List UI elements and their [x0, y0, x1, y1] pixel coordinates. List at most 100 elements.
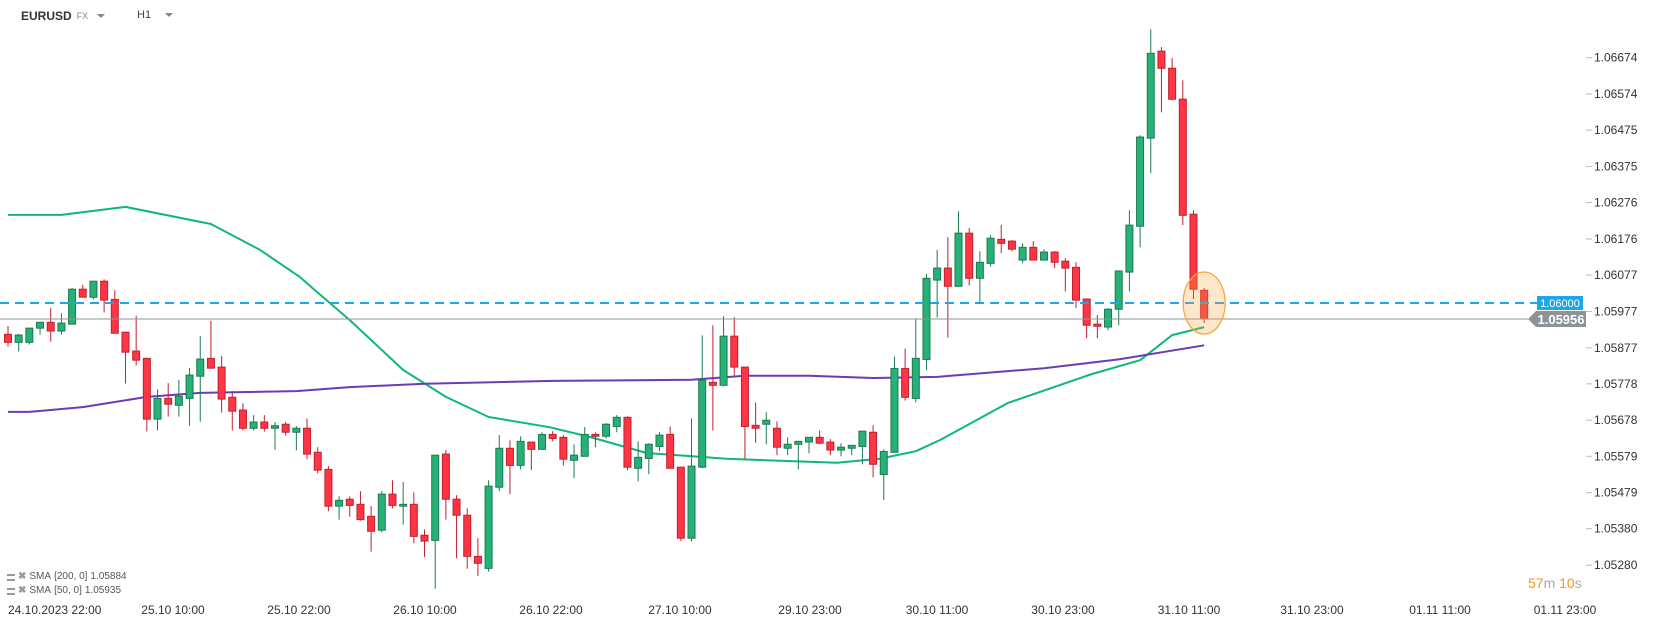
candle-bearish[interactable] — [463, 508, 472, 569]
candle-bearish[interactable] — [238, 403, 247, 431]
candle-bearish[interactable] — [1157, 47, 1166, 113]
candle-bullish[interactable] — [271, 422, 279, 450]
candle-bullish[interactable] — [1114, 270, 1123, 326]
symbol-selector[interactable]: EURUSD FX — [21, 9, 106, 23]
settings-icon[interactable] — [7, 573, 15, 581]
candle-bearish[interactable] — [1061, 258, 1070, 292]
candle-bullish[interactable] — [1039, 249, 1048, 261]
candle-bullish[interactable] — [185, 367, 194, 426]
candle-bullish[interactable] — [644, 443, 653, 475]
candle-bullish[interactable] — [879, 449, 888, 500]
candle-bearish[interactable] — [527, 441, 536, 471]
candle-bearish[interactable] — [345, 496, 354, 517]
candle-bullish[interactable] — [1125, 210, 1134, 292]
candle-bearish[interactable] — [303, 418, 312, 460]
candle-bullish[interactable] — [847, 444, 856, 456]
candle-bullish[interactable] — [762, 412, 771, 445]
candle-bullish[interactable] — [858, 430, 867, 465]
candle-bullish[interactable] — [922, 273, 931, 371]
candle-bullish[interactable] — [484, 480, 493, 572]
candle-bullish[interactable] — [399, 482, 408, 525]
candle-bearish[interactable] — [740, 366, 749, 460]
candle-bullish[interactable] — [783, 437, 792, 456]
candle-bullish[interactable] — [698, 335, 707, 469]
candle-bullish[interactable] — [153, 389, 162, 431]
settings-icon[interactable] — [7, 587, 15, 595]
candle-bearish[interactable] — [78, 284, 87, 298]
candle-bearish[interactable] — [708, 325, 717, 431]
candle-bearish[interactable] — [313, 447, 322, 474]
candle-bullish[interactable] — [538, 432, 546, 450]
candle-bearish[interactable] — [730, 317, 739, 377]
candle-bearish[interactable] — [815, 430, 824, 445]
candle-bearish[interactable] — [228, 391, 237, 431]
candle-bullish[interactable] — [14, 333, 23, 352]
candle-bearish[interactable] — [164, 383, 173, 417]
candle-bullish[interactable] — [794, 440, 803, 470]
candle-bearish[interactable] — [100, 279, 109, 313]
candle-bullish[interactable] — [25, 327, 34, 345]
candle-bullish[interactable] — [612, 415, 621, 433]
candle-bullish[interactable] — [495, 435, 504, 492]
candle-bearish[interactable] — [206, 320, 215, 369]
candle-bullish[interactable] — [890, 356, 899, 453]
candle-bullish[interactable] — [1136, 135, 1145, 248]
candle-bearish[interactable] — [324, 466, 333, 512]
candle-bearish[interactable] — [666, 426, 675, 469]
candle-bearish[interactable] — [473, 538, 482, 577]
candle-bearish[interactable] — [142, 357, 151, 432]
candle-bearish[interactable] — [869, 425, 878, 478]
candle-bullish[interactable] — [431, 454, 440, 589]
alert-level-tag[interactable] — [1537, 296, 1583, 311]
candle-bearish[interactable] — [1029, 241, 1038, 261]
candle-bullish[interactable] — [986, 235, 995, 267]
candle-bullish[interactable] — [174, 379, 183, 417]
candle-bearish[interactable] — [826, 439, 835, 456]
candle-bullish[interactable] — [36, 321, 45, 335]
candle-bearish[interactable] — [965, 228, 974, 286]
candle-bearish[interactable] — [559, 435, 568, 466]
candle-bearish[interactable] — [751, 402, 760, 443]
candle-bearish[interactable] — [901, 348, 910, 401]
candle-bullish[interactable] — [837, 443, 846, 457]
candle-bullish[interactable] — [634, 441, 643, 482]
candle-bullish[interactable] — [516, 436, 525, 470]
candle-bullish[interactable] — [954, 211, 963, 287]
timeframe-selector[interactable]: H1 — [137, 9, 174, 21]
candle-bearish[interactable] — [548, 431, 557, 442]
candle-bullish[interactable] — [975, 251, 984, 304]
candle-bearish[interactable] — [260, 415, 269, 432]
candle-bullish[interactable] — [570, 444, 579, 479]
candle-bullish[interactable] — [377, 491, 386, 533]
candle-bullish[interactable] — [719, 316, 728, 387]
candle-bullish[interactable] — [196, 336, 205, 422]
candle-bearish[interactable] — [1178, 80, 1187, 226]
candle-bearish[interactable] — [4, 325, 12, 347]
candle-bullish[interactable] — [1018, 243, 1027, 264]
candle-bearish[interactable] — [1007, 240, 1016, 252]
candle-bearish[interactable] — [452, 495, 461, 559]
candle-bullish[interactable] — [805, 436, 813, 454]
candle-bearish[interactable] — [110, 290, 119, 334]
candle-bearish[interactable] — [388, 480, 397, 509]
candle-bullish[interactable] — [602, 423, 611, 439]
candle-bullish[interactable] — [89, 280, 98, 300]
candle-bearish[interactable] — [505, 440, 514, 495]
candle-bearish[interactable] — [943, 237, 952, 338]
candle-bearish[interactable] — [1168, 58, 1177, 101]
candle-bearish[interactable] — [623, 416, 632, 471]
close-icon[interactable]: ✖ — [18, 585, 27, 596]
candle-bullish[interactable] — [655, 432, 664, 452]
candle-bearish[interactable] — [121, 331, 130, 384]
candle-bullish[interactable] — [57, 313, 66, 335]
candle-bullish[interactable] — [292, 426, 301, 451]
candle-bearish[interactable] — [1050, 250, 1059, 269]
candle-bullish[interactable] — [68, 288, 77, 325]
candle-bearish[interactable] — [217, 356, 226, 413]
candle-bearish[interactable] — [772, 421, 781, 456]
candle-bearish[interactable] — [1189, 210, 1198, 300]
close-icon[interactable]: ✖ — [18, 571, 27, 582]
candle-bullish[interactable] — [933, 249, 942, 318]
candle-bearish[interactable] — [676, 466, 685, 542]
